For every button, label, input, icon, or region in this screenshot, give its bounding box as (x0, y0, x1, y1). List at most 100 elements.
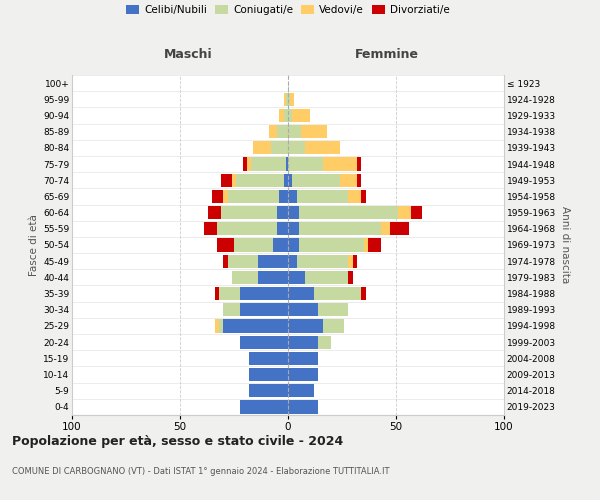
Bar (212, 190, 223, 203)
Bar (305, 270, 349, 284)
Bar (251, 158, 286, 170)
Bar (288, 109, 292, 122)
Bar (318, 336, 331, 349)
Bar (364, 238, 368, 252)
Bar (208, 206, 221, 220)
Bar (340, 174, 357, 187)
Bar (219, 320, 223, 332)
Bar (288, 303, 318, 316)
Bar (299, 222, 381, 235)
Bar (258, 254, 288, 268)
Text: COMUNE DI CARBOGNANO (VT) - Dati ISTAT 1° gennaio 2024 - Elaborazione TUTTITALIA: COMUNE DI CARBOGNANO (VT) - Dati ISTAT 1… (12, 468, 389, 476)
Bar (290, 92, 295, 106)
Bar (249, 352, 288, 365)
Bar (241, 336, 288, 349)
Bar (288, 400, 318, 413)
Bar (277, 206, 288, 220)
Bar (292, 109, 310, 122)
Bar (288, 206, 299, 220)
Bar (398, 206, 411, 220)
Bar (288, 287, 314, 300)
Bar (215, 287, 219, 300)
Bar (223, 254, 227, 268)
Bar (288, 190, 296, 203)
Bar (232, 174, 236, 187)
Bar (288, 238, 299, 252)
Bar (280, 190, 288, 203)
Bar (241, 287, 288, 300)
Bar (284, 92, 286, 106)
Bar (236, 174, 284, 187)
Text: Maschi: Maschi (164, 48, 213, 62)
Bar (288, 222, 299, 235)
Bar (288, 336, 318, 349)
Bar (318, 303, 349, 316)
Bar (389, 222, 409, 235)
Bar (411, 206, 422, 220)
Bar (288, 141, 305, 154)
Bar (221, 174, 232, 187)
Bar (288, 270, 305, 284)
Text: Popolazione per età, sesso e stato civile - 2024: Popolazione per età, sesso e stato civil… (12, 435, 343, 448)
Bar (288, 320, 323, 332)
Bar (249, 384, 288, 398)
Bar (277, 222, 288, 235)
Bar (357, 158, 361, 170)
Bar (368, 238, 381, 252)
Bar (323, 320, 344, 332)
Y-axis label: Fasce di età: Fasce di età (29, 214, 39, 276)
Bar (288, 384, 314, 398)
Bar (284, 109, 288, 122)
Bar (204, 222, 217, 235)
Bar (241, 303, 288, 316)
Bar (241, 400, 288, 413)
Bar (381, 222, 389, 235)
Bar (284, 174, 288, 187)
Bar (217, 222, 277, 235)
Bar (288, 368, 318, 381)
Y-axis label: Anni di nascita: Anni di nascita (560, 206, 570, 284)
Bar (357, 174, 361, 187)
Bar (288, 352, 318, 365)
Bar (286, 92, 288, 106)
Bar (361, 287, 366, 300)
Bar (223, 190, 227, 203)
Bar (353, 254, 357, 268)
Legend: Celibi/Nubili, Coniugati/e, Vedovi/e, Divorziati/e: Celibi/Nubili, Coniugati/e, Vedovi/e, Di… (127, 5, 449, 15)
Bar (219, 287, 241, 300)
Bar (258, 270, 288, 284)
Bar (247, 158, 251, 170)
Bar (349, 254, 353, 268)
Bar (361, 190, 366, 203)
Bar (217, 238, 234, 252)
Bar (242, 158, 247, 170)
Bar (299, 206, 398, 220)
Bar (349, 270, 353, 284)
Bar (273, 238, 288, 252)
Bar (288, 125, 301, 138)
Bar (234, 238, 273, 252)
Bar (292, 174, 340, 187)
Bar (215, 320, 219, 332)
Bar (305, 141, 340, 154)
Bar (271, 141, 288, 154)
Bar (249, 368, 288, 381)
Text: Femmine: Femmine (355, 48, 419, 62)
Bar (227, 190, 280, 203)
Bar (223, 303, 241, 316)
Bar (299, 238, 364, 252)
Bar (221, 206, 277, 220)
Bar (349, 190, 361, 203)
Bar (323, 158, 357, 170)
Bar (296, 254, 349, 268)
Bar (232, 270, 258, 284)
Bar (288, 158, 323, 170)
Bar (296, 190, 349, 203)
Bar (286, 158, 288, 170)
Bar (314, 287, 361, 300)
Bar (227, 254, 258, 268)
Bar (269, 125, 277, 138)
Bar (301, 125, 327, 138)
Bar (280, 109, 284, 122)
Bar (253, 141, 271, 154)
